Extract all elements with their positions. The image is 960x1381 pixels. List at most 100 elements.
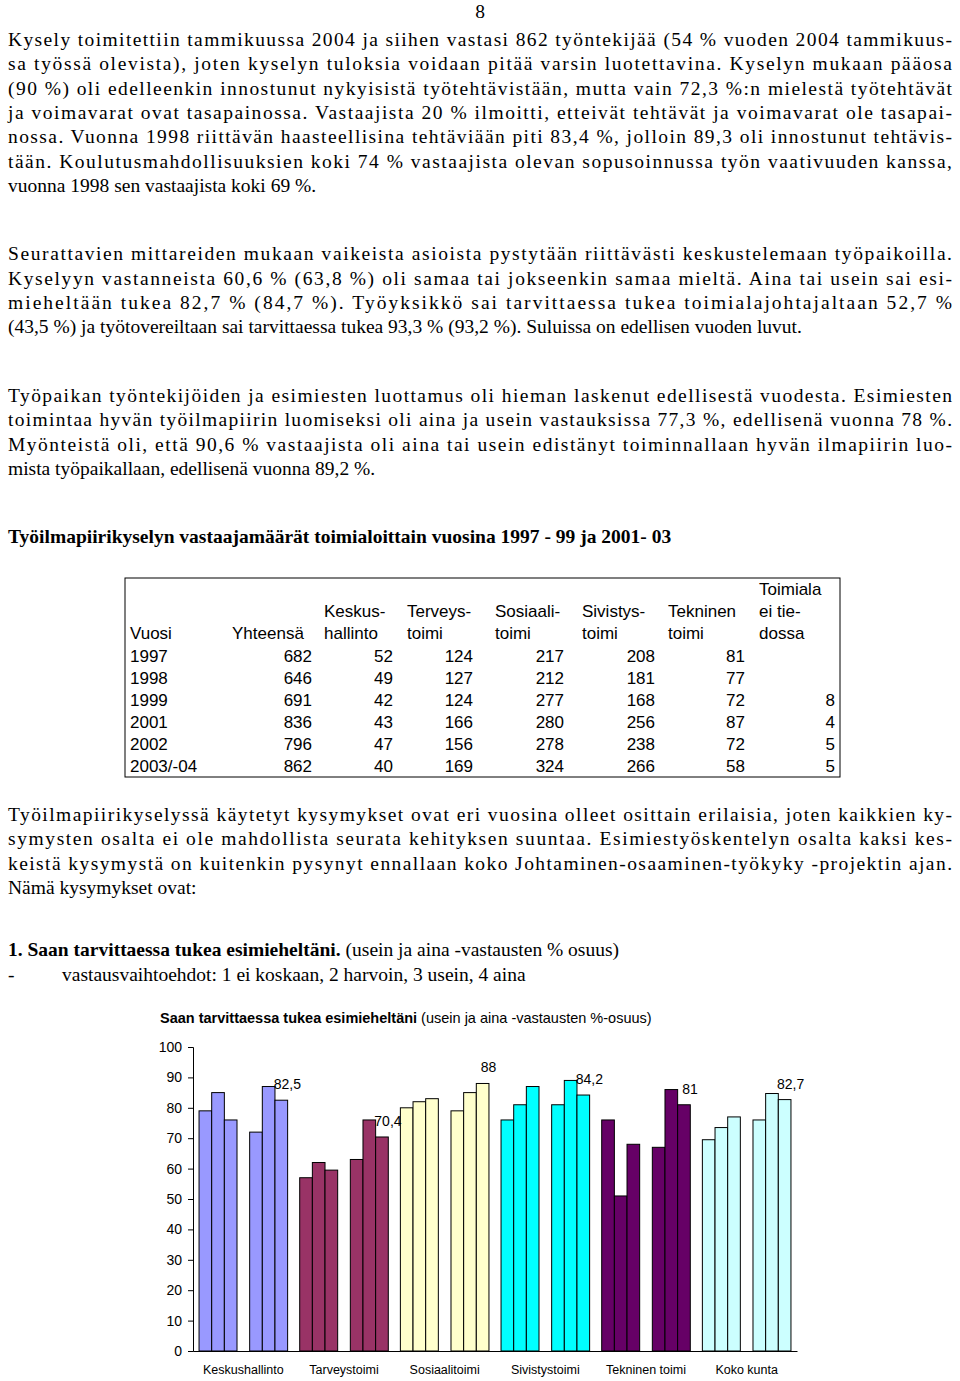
bar (678, 1105, 691, 1351)
table-cell: 278 (536, 735, 564, 754)
y-tick: 20 (166, 1282, 193, 1298)
chart-subtitle: (usein ja aina -vastausten %-osuus) (421, 1010, 652, 1026)
bars (199, 1080, 791, 1351)
table-header: toimi (495, 624, 531, 643)
x-tick-label: Tarveystoimi (309, 1363, 378, 1377)
table-cell: 8 (826, 691, 835, 710)
y-tick-label: 30 (166, 1252, 182, 1268)
text-line: sa työssä olevista), joten kyselyn tulok… (8, 53, 952, 75)
table-cell: 238 (627, 735, 655, 754)
table-cell: 156 (445, 735, 473, 754)
table-cell: 77 (726, 669, 745, 688)
y-tick: 100 (159, 1039, 193, 1055)
table-cell: 166 (445, 713, 473, 732)
y-axis: 0102030405060708090100 (159, 1039, 194, 1359)
data-label: 82,7 (777, 1076, 804, 1092)
table-cell: 1997 (130, 647, 168, 666)
x-tick-label: Sosiaalitoimi (410, 1363, 480, 1377)
bar (514, 1105, 527, 1351)
bar (627, 1144, 640, 1351)
y-tick-mark (188, 1108, 193, 1109)
y-tick-label: 10 (166, 1313, 182, 1329)
data-label: 84,2 (576, 1071, 603, 1087)
bar (376, 1137, 389, 1351)
y-tick: 90 (166, 1069, 193, 1085)
bar (766, 1094, 779, 1351)
bar (451, 1111, 464, 1351)
table-cell: 127 (445, 669, 473, 688)
bar (728, 1117, 741, 1351)
x-tick-label: Tekninen toimi (606, 1363, 686, 1377)
y-tick-mark (188, 1351, 193, 1352)
table-cell: 280 (536, 713, 564, 732)
bar (350, 1159, 363, 1351)
table-cell: 862 (284, 757, 312, 776)
y-tick: 40 (166, 1221, 193, 1237)
y-tick: 70 (166, 1130, 193, 1146)
paragraph: Työpaikan työntekijöiden ja esimiesten l… (8, 385, 952, 479)
table-cell: 47 (374, 735, 393, 754)
data-label: 70,4 (374, 1113, 401, 1129)
text-line: mista työpaikallaan, edellisenä vuonna 8… (8, 458, 375, 479)
text-line: Kysely toimitettiin tammikuussa 2004 ja … (8, 29, 952, 51)
table-header: Sivistys- (582, 602, 645, 621)
bar (250, 1132, 263, 1351)
table-cell: 72 (726, 691, 745, 710)
x-tick: Keskushallinto (203, 1351, 284, 1377)
chart-title: Saan tarvittaessa tukea esimieheltäni(us… (160, 1010, 652, 1026)
y-tick-mark (188, 1321, 193, 1322)
bar (300, 1178, 313, 1351)
table: VuosiYhteensäKeskus-hallintoTerveys-toim… (125, 578, 840, 777)
table-cell: 40 (374, 757, 393, 776)
x-tick: Sivistystoimi (511, 1351, 580, 1377)
bar (552, 1105, 565, 1351)
bar (577, 1095, 590, 1351)
table-cell: 2001 (130, 713, 168, 732)
text-line: Työpaikan työntekijöiden ja esimiesten l… (8, 385, 952, 406)
intro-paragraphs: Kysely toimitettiin tammikuussa 2004 ja … (7, 29, 953, 479)
table-cell: 796 (284, 735, 312, 754)
table-cell: 124 (445, 691, 473, 710)
table-header: Sosiaali- (495, 602, 560, 621)
table-cell: 324 (536, 757, 564, 776)
bar (778, 1100, 791, 1351)
table-header: Tekninen (668, 602, 736, 621)
bar (224, 1120, 237, 1351)
data-label: 81 (682, 1081, 698, 1097)
table-cell: 81 (726, 647, 745, 666)
y-tick-label: 70 (166, 1130, 182, 1146)
table-cell: 49 (374, 669, 393, 688)
table-cell: 691 (284, 691, 312, 710)
table-cell: 208 (627, 647, 655, 666)
bar (476, 1083, 489, 1351)
table-header: Toimiala (759, 580, 822, 599)
table-header: ei tie- (759, 602, 801, 621)
table-cell: 256 (627, 713, 655, 732)
paragraph: Seurattavien mittareiden mukaan vaikeist… (8, 243, 952, 338)
y-tick: 0 (174, 1343, 193, 1359)
text-line: Nämä kysymykset ovat: (8, 877, 196, 898)
x-tick-label: Koko kunta (715, 1363, 778, 1377)
table-cell: 58 (726, 757, 745, 776)
bar (426, 1099, 439, 1351)
y-tick-mark (188, 1077, 193, 1078)
bar (652, 1147, 665, 1351)
table-header: hallinto (324, 624, 378, 643)
table-header: Keskus- (324, 602, 385, 621)
y-tick-mark (188, 1260, 193, 1261)
y-tick-label: 0 (174, 1343, 182, 1359)
x-axis: Keskushallinto Tarveystoimi Sosiaalitoimi S… (194, 1351, 798, 1377)
bar (464, 1093, 477, 1351)
table-cell: 266 (627, 757, 655, 776)
bar (199, 1111, 212, 1351)
table-cell: 43 (374, 713, 393, 732)
table-cell: 212 (536, 669, 564, 688)
y-tick-mark (188, 1199, 193, 1200)
bar (262, 1087, 275, 1351)
text-line: Kyselyyn vastanneista 60,6 % (63,8 %) ol… (8, 268, 952, 290)
closing-paragraph: Työilmapiirikyselyssä käytetyt kysymykse… (8, 804, 952, 898)
paragraph: Kysely toimitettiin tammikuussa 2004 ja … (7, 29, 953, 196)
y-tick: 60 (166, 1161, 193, 1177)
text-line: nossa. Vuonna 1998 riittävän haasteellis… (8, 126, 952, 147)
table-cell: 87 (726, 713, 745, 732)
